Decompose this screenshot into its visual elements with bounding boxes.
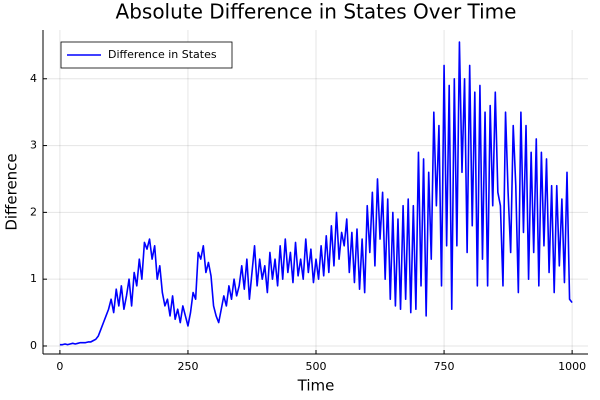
x-tick-label: 500 xyxy=(306,360,327,373)
data-line xyxy=(59,41,573,346)
x-tick-label: 750 xyxy=(434,360,455,373)
y-axis-label: Difference xyxy=(3,153,21,230)
y-tick-label: 1 xyxy=(30,272,37,285)
legend-label: Difference in States xyxy=(108,48,217,61)
x-tick-label: 250 xyxy=(177,360,198,373)
x-tick-label: 1000 xyxy=(558,360,586,373)
y-tick-label: 3 xyxy=(30,139,37,152)
x-tick-label: 0 xyxy=(56,360,63,373)
y-tick-label: 0 xyxy=(30,339,37,352)
y-tick-label: 4 xyxy=(30,72,37,85)
y-tick-label: 2 xyxy=(30,205,37,218)
x-axis-label: Time xyxy=(297,377,335,395)
chart-title: Absolute Difference in States Over Time xyxy=(116,0,517,24)
